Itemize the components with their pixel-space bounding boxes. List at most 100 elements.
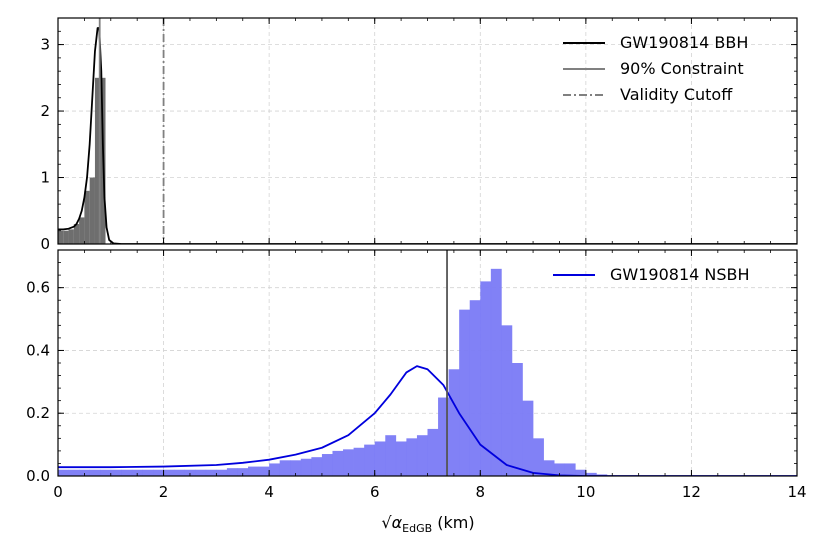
bottom-histogram-bar <box>522 400 534 476</box>
bottom-histogram-bar <box>501 325 513 476</box>
bottom-histogram-bar <box>438 397 449 476</box>
top-panel: 0 1 2 3 GW190814 BBH 90% Constraint Validity C… <box>40 17 798 253</box>
top-histogram-bar <box>89 177 95 244</box>
bottom-histogram-bar <box>237 468 249 476</box>
bottom-histogram-bar <box>427 428 439 476</box>
bottom-histogram-bar <box>374 441 386 476</box>
bottom-histogram-bar <box>385 435 397 476</box>
bottom-legend-item: GW190814 NSBH <box>553 265 750 284</box>
bottom-x-tick-label: 2 <box>159 483 169 501</box>
bottom-histogram-bar <box>163 469 175 476</box>
bottom-histogram-bar <box>343 449 354 476</box>
top-plot-area <box>58 18 797 244</box>
bottom-histogram-bar <box>205 469 217 476</box>
bottom-histogram-bar <box>480 281 492 476</box>
bottom-histogram-bar <box>490 268 502 476</box>
bottom-histogram-bar <box>364 444 376 476</box>
bottom-histogram-bar <box>58 469 69 476</box>
bottom-histogram-bar <box>174 469 185 476</box>
bottom-histogram-bar <box>142 469 154 476</box>
top-legend: GW190814 BBH 90% Constraint Validity Cutof… <box>563 33 748 104</box>
bottom-kde-line <box>58 365 797 476</box>
top-legend-label: 90% Constraint <box>620 59 744 78</box>
bottom-x-tick-label: 12 <box>682 483 701 501</box>
bottom-histogram-bar <box>300 458 312 476</box>
top-tick-labels: 0 1 2 3 <box>40 36 50 253</box>
bottom-histogram-bar <box>226 468 238 476</box>
x-axis-label-variable: α <box>392 513 403 532</box>
bottom-histogram-bar <box>406 438 418 476</box>
bottom-y-tick-label: 0.4 <box>26 341 50 359</box>
bottom-x-tick-label: 4 <box>264 483 274 501</box>
top-histogram-bar <box>68 229 74 244</box>
bottom-histogram-bar <box>564 463 576 476</box>
bottom-histogram-bar <box>121 469 133 476</box>
top-y-tick-label: 2 <box>40 102 50 120</box>
bottom-x-tick-label: 14 <box>787 483 806 501</box>
x-axis-label-radical: √ <box>381 513 392 532</box>
bottom-histogram-bar <box>290 460 302 476</box>
bottom-histogram-bar <box>269 463 280 476</box>
bottom-x-tick-label: 10 <box>576 483 595 501</box>
bottom-histogram-bar <box>216 469 228 476</box>
top-histogram-bar <box>94 77 101 244</box>
bottom-histogram-bar <box>79 469 90 476</box>
bottom-histogram-bar <box>585 472 597 476</box>
x-axis-label-subscript: EdGB <box>402 522 432 535</box>
bottom-histogram-bar <box>416 435 428 476</box>
bottom-histogram-bar <box>279 460 291 476</box>
bottom-histogram-bar <box>68 469 80 476</box>
bottom-y-tick-label: 0.6 <box>26 279 50 297</box>
bottom-histogram-bar <box>258 466 270 476</box>
bottom-histogram-bar <box>311 457 323 476</box>
bottom-histogram <box>58 268 608 476</box>
top-y-tick-label: 3 <box>40 36 50 54</box>
bottom-histogram-bar <box>321 454 333 476</box>
bottom-histogram-bar <box>89 469 101 476</box>
bottom-histogram-bar <box>100 469 112 476</box>
bottom-histogram-bar <box>459 309 471 476</box>
bottom-histogram-bar <box>533 438 544 476</box>
bottom-ticks <box>57 249 798 477</box>
x-axis-label: √αEdGB (km) <box>381 513 474 535</box>
top-legend-item: 90% Constraint <box>563 59 744 78</box>
bottom-histogram-bar <box>110 469 122 476</box>
bottom-x-tick-label: 8 <box>476 483 486 501</box>
top-kde-line <box>58 27 797 244</box>
bottom-plot-area <box>58 250 797 476</box>
bottom-histogram-bar <box>543 460 555 476</box>
bottom-histogram-bar <box>448 369 460 476</box>
top-legend-label: GW190814 BBH <box>620 33 748 52</box>
bottom-y-tick-label: 0.2 <box>26 404 50 422</box>
top-histogram-bar <box>84 190 90 244</box>
bottom-histogram-bar <box>153 469 164 476</box>
bottom-histogram-bar <box>395 441 407 476</box>
bottom-histogram-bar <box>248 466 259 476</box>
top-ticks <box>57 17 798 245</box>
bottom-histogram-bar <box>131 469 143 476</box>
bottom-histogram-bar <box>353 447 365 476</box>
bottom-histogram-bar <box>575 469 587 476</box>
top-histogram-bar <box>63 230 69 244</box>
bottom-histogram-bar <box>184 469 196 476</box>
bottom-legend-label: GW190814 NSBH <box>610 265 750 284</box>
top-histogram-bar <box>58 230 64 244</box>
x-axis-label-unit: (km) <box>432 513 474 532</box>
top-y-tick-label: 0 <box>40 235 50 253</box>
top-histogram <box>58 77 106 244</box>
top-legend-item: Validity Cutoff <box>563 85 733 104</box>
bottom-x-tick-label: 0 <box>53 483 63 501</box>
bottom-x-tick-label: 6 <box>370 483 380 501</box>
top-histogram-bar <box>73 224 80 244</box>
top-histogram-bar <box>79 217 85 244</box>
top-y-tick-label: 1 <box>40 169 50 187</box>
bottom-histogram-bar <box>511 363 523 476</box>
bottom-legend: GW190814 NSBH <box>553 265 750 284</box>
top-legend-label: Validity Cutoff <box>620 85 733 104</box>
bottom-histogram-bar <box>554 463 566 476</box>
bottom-histogram-bar <box>469 300 481 476</box>
bottom-y-tick-label: 0.0 <box>26 467 50 485</box>
bottom-histogram-bar <box>195 469 207 476</box>
bottom-tick-labels: 0.0 0.2 0.4 0.6 0 2 4 6 8 10 12 14 <box>26 279 806 501</box>
